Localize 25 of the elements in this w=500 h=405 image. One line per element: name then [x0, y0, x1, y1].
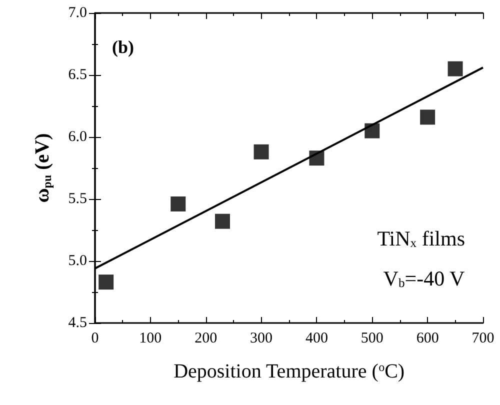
y-tick-label: 5.5: [68, 191, 87, 207]
y-tick-label: 4.5: [68, 315, 87, 331]
point: [448, 61, 463, 76]
y-tick-label: 5.0: [68, 253, 87, 269]
x-tick-label: 600: [416, 330, 439, 346]
point: [214, 214, 230, 229]
point: [254, 144, 269, 160]
x-tick-label: 100: [139, 330, 162, 346]
annotation: (b): [112, 37, 134, 57]
x-tick-label: 0: [91, 330, 99, 346]
annotation: Vb=-40 V: [383, 266, 465, 290]
annotation: TiNx films: [377, 226, 466, 250]
point: [170, 196, 186, 212]
y-tick-label: 6.5: [68, 67, 87, 83]
y-tick-label: 7.0: [68, 5, 87, 21]
point: [420, 110, 436, 125]
y-tick-label: 6.0: [68, 129, 87, 145]
x-tick-label: 200: [194, 330, 218, 346]
x-tick-label: 300: [250, 330, 273, 346]
y-axis-title: ωpu (eV): [32, 133, 54, 203]
x-tick-label: 700: [472, 330, 494, 346]
x-tick-label: 500: [360, 330, 384, 346]
x-tick-label: 400: [305, 330, 328, 346]
point: [364, 123, 380, 138]
point: [98, 274, 114, 290]
